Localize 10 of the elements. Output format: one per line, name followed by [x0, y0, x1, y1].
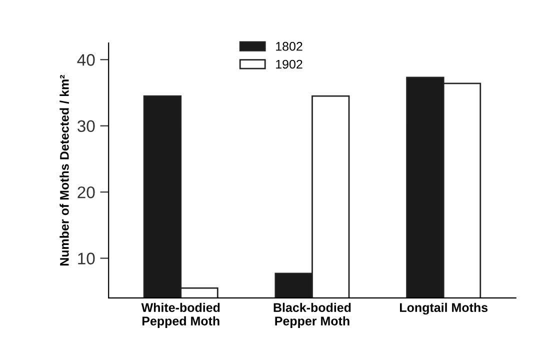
y-axis-title: Number of Moths Detected / km² — [60, 74, 69, 266]
legend-label: 1802 — [276, 42, 302, 51]
x-tick-label: White-bodied Pepped Moth — [141, 302, 220, 328]
y-tick-label: 40 — [77, 54, 95, 66]
x-tick-label: Black-bodied Pepper Moth — [274, 302, 351, 328]
legend-label: 1902 — [276, 60, 302, 69]
y-tick-label: 30 — [78, 120, 95, 132]
y-tick-label: 20 — [78, 186, 95, 198]
x-tick-label: Longtail Moths — [400, 302, 488, 315]
y-tick-label: 10 — [78, 252, 95, 264]
